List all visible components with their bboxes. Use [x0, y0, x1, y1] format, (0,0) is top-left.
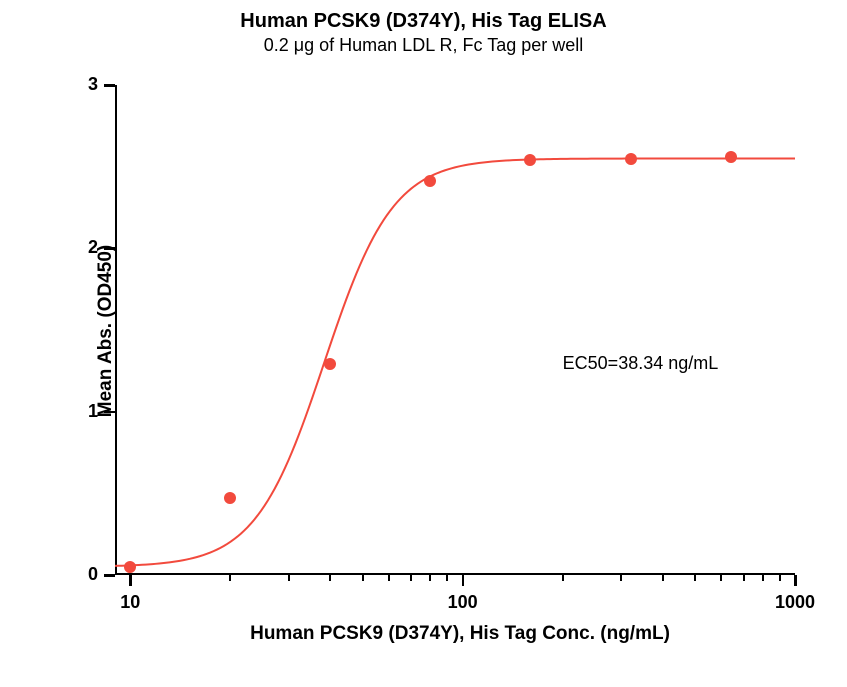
- x-tick-minor: [388, 575, 390, 581]
- x-axis-label: Human PCSK9 (D374Y), His Tag Conc. (ng/m…: [245, 623, 675, 645]
- x-tick-major: [462, 575, 465, 586]
- x-tick-minor: [620, 575, 622, 581]
- x-tick-minor: [429, 575, 431, 581]
- x-tick-minor: [694, 575, 696, 581]
- data-point: [324, 358, 336, 370]
- x-tick-label: 100: [448, 592, 478, 613]
- x-tick-label: 1000: [775, 592, 815, 613]
- data-point: [124, 561, 136, 573]
- x-tick-minor: [779, 575, 781, 581]
- x-tick-minor: [720, 575, 722, 581]
- fit-curve: [0, 0, 847, 687]
- y-tick-label: 3: [74, 74, 98, 95]
- x-tick-label: 10: [120, 592, 140, 613]
- y-axis-label: Mean Abs. (OD450): [95, 245, 117, 417]
- x-tick-minor: [762, 575, 764, 581]
- data-point: [424, 175, 436, 187]
- x-tick-minor: [288, 575, 290, 581]
- y-tick: [104, 574, 115, 577]
- data-point: [625, 153, 637, 165]
- x-tick-minor: [743, 575, 745, 581]
- x-tick-minor: [229, 575, 231, 581]
- data-point: [224, 492, 236, 504]
- data-point: [524, 154, 536, 166]
- x-tick-minor: [446, 575, 448, 581]
- ec50-annotation: EC50=38.34 ng/mL: [563, 353, 719, 374]
- x-tick-major: [129, 575, 132, 586]
- x-tick-major: [794, 575, 797, 586]
- x-tick-minor: [329, 575, 331, 581]
- y-tick-label: 0: [74, 564, 98, 585]
- chart-container: Human PCSK9 (D374Y), His Tag ELISA 0.2 μ…: [0, 0, 847, 687]
- y-tick: [104, 84, 115, 87]
- x-tick-minor: [410, 575, 412, 581]
- x-tick-minor: [662, 575, 664, 581]
- data-point: [725, 151, 737, 163]
- x-tick-minor: [562, 575, 564, 581]
- x-tick-minor: [362, 575, 364, 581]
